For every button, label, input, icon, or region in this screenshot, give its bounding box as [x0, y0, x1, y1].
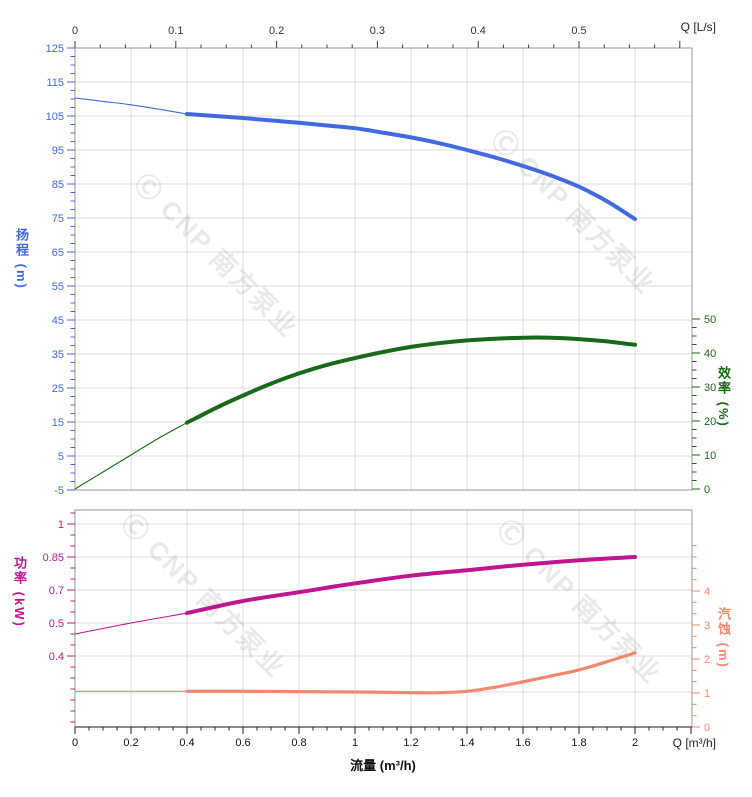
top-axis-tick-label: 0.3	[370, 25, 385, 37]
head-axis-tick-label: 15	[52, 417, 64, 429]
bottom-axis-tick-label: 1.2	[403, 737, 418, 749]
bottom-axis-tick-label: 0.4	[179, 737, 194, 749]
head-axis-tick-label: 25	[52, 383, 64, 395]
npsh-axis-tick-label: 3	[704, 620, 710, 632]
bottom-axis-tick-label: 1	[352, 737, 358, 749]
efficiency-axis-tick-label: 0	[704, 484, 710, 496]
npsh-axis-tick-label: 0	[704, 722, 710, 734]
head-axis-tick-label: 75	[52, 213, 64, 225]
svg-text:Ⓒ CNP 南方泵业: Ⓒ CNP 南方泵业	[128, 168, 304, 344]
efficiency-axis-tick-label: 40	[704, 348, 716, 360]
axis-tick-labels: 0 0.1 0.2 0.3 0.4 0.5 0 0.2 0.4 0.6 0.8 1 1.2 1.4 1.6 1…	[43, 25, 717, 749]
npsh-axis-tick-label: 2	[704, 654, 710, 666]
efficiency-axis-tick-label: 10	[704, 450, 716, 462]
head-axis-tick-label: 115	[46, 77, 64, 89]
cnp-watermark: Ⓒ CNP 南方泵业	[128, 168, 304, 344]
efficiency-axis-title: 效率 (%)	[716, 366, 731, 428]
power-axis-title: 功率 (kW)	[12, 556, 27, 628]
top-axis-tick-label: 0.1	[168, 25, 183, 37]
pump-curves	[74, 97, 637, 695]
head-axis-tick-label: 45	[52, 315, 64, 327]
axis-ticks	[67, 41, 700, 734]
head-axis-tick-label: 85	[52, 179, 64, 191]
head-axis-tick-label: 65	[52, 247, 64, 259]
bottom-axis-tick-label: 0.8	[291, 737, 306, 749]
power-axis-tick-label: 0.5	[49, 618, 64, 630]
head-axis-tick-label: 105	[46, 111, 64, 123]
bottom-axis-tick-label: 0.2	[123, 737, 138, 749]
top-chart-frame	[74, 47, 693, 491]
efficiency-axis-tick-label: 20	[704, 416, 716, 428]
bottom-axis-tick-label: 1.8	[571, 737, 586, 749]
efficiency-axis-tick-label: 30	[704, 382, 716, 394]
top-axis-tick-label: 0	[72, 25, 78, 37]
head-curve-extrapolated	[74, 97, 188, 115]
top-axis-tick-label: 0.4	[471, 25, 486, 37]
bottom-axis-tick-label: 0.6	[235, 737, 250, 749]
npsh-axis-tick-label: 1	[704, 688, 710, 700]
head-axis-tick-label: 95	[52, 145, 64, 157]
head-axis-tick-label: 55	[52, 281, 64, 293]
bottom-axis-tick-label: 1.4	[459, 737, 474, 749]
power-axis-tick-label: 0.4	[49, 651, 64, 663]
efficiency-curve	[185, 335, 637, 425]
efficiency-curve-extrapolated	[74, 422, 188, 490]
bottom-axis-unit-label: Q [m³/h]	[672, 736, 716, 750]
head-axis-tick-label: 125	[46, 43, 64, 55]
head-axis-tick-label: 35	[52, 349, 64, 361]
power-curve	[185, 555, 637, 616]
bottom-axis-tick-label: 0	[72, 737, 78, 749]
efficiency-axis-tick-label: 50	[704, 314, 716, 326]
head-axis-tick-label: -5	[54, 485, 64, 497]
power-axis-tick-label: 1	[58, 519, 64, 531]
power-curve-extrapolated	[74, 612, 188, 635]
npsh-axis-tick-label: 4	[704, 586, 710, 598]
bottom-axis-tick-label: 2	[632, 737, 638, 749]
npsh-axis-title: 汽蚀 (m)	[716, 607, 731, 669]
head-curve	[185, 112, 637, 221]
gridlines	[75, 48, 692, 727]
bottom-axis-tick-label: 1.6	[515, 737, 530, 749]
power-axis-tick-label: 0.85	[43, 552, 64, 564]
top-axis-tick-label: 0.2	[269, 25, 284, 37]
npsh-curve	[185, 651, 637, 695]
head-axis-tick-label: 5	[58, 451, 64, 463]
flow-axis-title: 流量 (m³/h)	[350, 758, 416, 773]
top-axis-tick-label: 0.5	[571, 25, 586, 37]
power-axis-tick-label: 0.7	[49, 585, 64, 597]
top-axis-unit-label: Q [L/s]	[680, 20, 716, 34]
head-axis-title: 扬程 (m)	[14, 228, 29, 290]
